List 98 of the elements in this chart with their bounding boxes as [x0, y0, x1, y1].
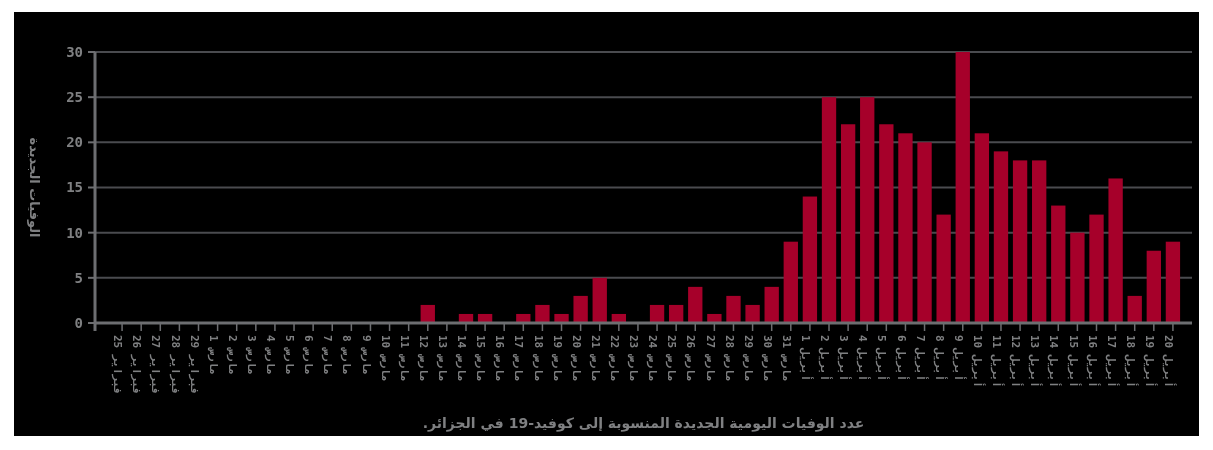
bar	[573, 295, 588, 323]
x-tick-label: 7 أبريل	[913, 335, 929, 382]
x-tick-label: 18 أبريل	[1123, 335, 1139, 388]
bar	[669, 304, 684, 323]
x-tick-label: 15 أبريل	[1066, 335, 1082, 388]
x-tick-label: 16 أبريل	[1085, 335, 1101, 388]
x-tick-label: 6 أبريل	[894, 335, 910, 382]
x-tick-label: 28 فبراير	[168, 335, 182, 395]
x-tick-label: 7 مارس	[321, 335, 335, 375]
x-tick-label: 24 مارس	[646, 335, 660, 382]
bar	[783, 241, 798, 323]
x-tick-label: 14 مارس	[455, 335, 469, 382]
bar	[535, 304, 550, 323]
bar	[974, 133, 990, 323]
x-tick-label: 20 مارس	[569, 335, 583, 382]
bar	[879, 124, 894, 323]
bar	[745, 304, 760, 323]
x-tick-label: 29 مارس	[741, 335, 755, 382]
x-tick-label: 8 مارس	[340, 335, 354, 375]
bar	[726, 295, 741, 323]
x-tick-label: 30 مارس	[760, 335, 774, 382]
x-tick-label: 1 مارس	[206, 335, 220, 375]
bar	[917, 142, 932, 323]
x-tick-label: 26 فبراير	[130, 335, 144, 395]
bar	[1108, 178, 1123, 323]
y-axis-title: الوفيات الجديدة	[27, 137, 42, 238]
bar	[802, 196, 818, 323]
bar	[649, 304, 665, 323]
x-tick-label: 11 مارس	[397, 335, 411, 382]
x-tick-label: 11 أبريل	[990, 335, 1006, 388]
x-tick-label: 13 أبريل	[1028, 335, 1044, 388]
x-tick-label: 26 مارس	[684, 335, 698, 382]
bar	[821, 97, 837, 323]
x-tick-label: 2 مارس	[225, 335, 239, 375]
x-axis-title: عدد الوفيات اليومية الجديدة المنسوبة إلى كوفيد-19 في الجزائر.	[422, 415, 865, 432]
bar	[1070, 232, 1085, 323]
x-tick-label: 29 فبراير	[187, 335, 201, 395]
y-tick-label: 10	[66, 224, 83, 241]
y-tick-label: 5	[74, 269, 83, 286]
x-tick-label: 5 أبريل	[875, 335, 891, 382]
x-tick-label: 25 فبراير	[111, 335, 125, 395]
bar	[1051, 205, 1066, 323]
y-tick-label: 15	[66, 179, 83, 196]
bar	[955, 52, 970, 323]
bar	[1146, 250, 1161, 323]
x-tick-label: 15 مارس	[474, 335, 488, 382]
x-tick-label: 4 أبريل	[856, 335, 872, 382]
y-tick-label: 0	[74, 314, 83, 331]
bar	[688, 286, 703, 323]
x-tick-label: 5 مارس	[283, 335, 297, 375]
bar	[898, 133, 913, 323]
bar	[840, 124, 856, 323]
y-tick-label: 20	[66, 134, 83, 151]
x-tick-label: 21 مارس	[588, 335, 602, 382]
x-tick-label: 17 مارس	[512, 335, 526, 382]
x-tick-label: 8 أبريل	[932, 335, 948, 382]
x-tick-label: 9 مارس	[359, 335, 373, 375]
x-tick-label: 10 مارس	[378, 335, 392, 382]
x-tick-label: 3 أبريل	[837, 335, 853, 382]
x-tick-label: 10 أبريل	[971, 335, 987, 388]
x-tick-label: 20 أبريل	[1162, 335, 1178, 388]
bar	[554, 313, 569, 323]
bar	[707, 313, 722, 323]
x-tick-label: 23 مارس	[627, 335, 641, 382]
bar	[1012, 160, 1028, 323]
bar	[936, 214, 951, 323]
x-tick-label: 31 مارس	[779, 335, 793, 382]
x-tick-label: 16 مارس	[493, 335, 507, 382]
bar	[1127, 295, 1142, 323]
bar	[764, 286, 779, 323]
x-tick-label: 25 مارس	[665, 335, 679, 382]
x-tick-label: 14 أبريل	[1047, 335, 1063, 388]
x-tick-label: 4 مارس	[264, 335, 278, 375]
x-tick-label: 19 أبريل	[1142, 335, 1158, 388]
y-tick-label: 30	[66, 43, 83, 60]
bar	[1165, 241, 1181, 323]
x-tick-label: 18 مارس	[531, 335, 545, 382]
bar	[1032, 160, 1047, 323]
x-tick-label: 22 مارس	[607, 335, 621, 382]
x-tick-label: 19 مارس	[550, 335, 564, 382]
x-tick-label: 13 مارس	[436, 335, 450, 382]
x-tick-label: 27 مارس	[703, 335, 717, 382]
bar	[860, 97, 875, 323]
x-tick-label: 12 أبريل	[1009, 335, 1025, 388]
x-tick-label: 27 فبراير	[149, 335, 163, 395]
bar	[993, 151, 1009, 323]
x-tick-label: 3 مارس	[244, 335, 258, 375]
x-tick-label: 12 مارس	[416, 335, 430, 382]
x-tick-label: 17 أبريل	[1104, 335, 1120, 388]
bar	[420, 304, 435, 323]
y-tick-label: 25	[66, 89, 83, 106]
x-tick-label: 9 أبريل	[951, 335, 967, 382]
x-tick-label: 1 أبريل	[799, 335, 815, 382]
x-tick-label: 2 أبريل	[818, 335, 834, 382]
x-tick-label: 28 مارس	[722, 335, 736, 382]
bar	[1089, 214, 1104, 323]
bar	[592, 277, 607, 323]
x-tick-label: 6 مارس	[302, 335, 316, 375]
